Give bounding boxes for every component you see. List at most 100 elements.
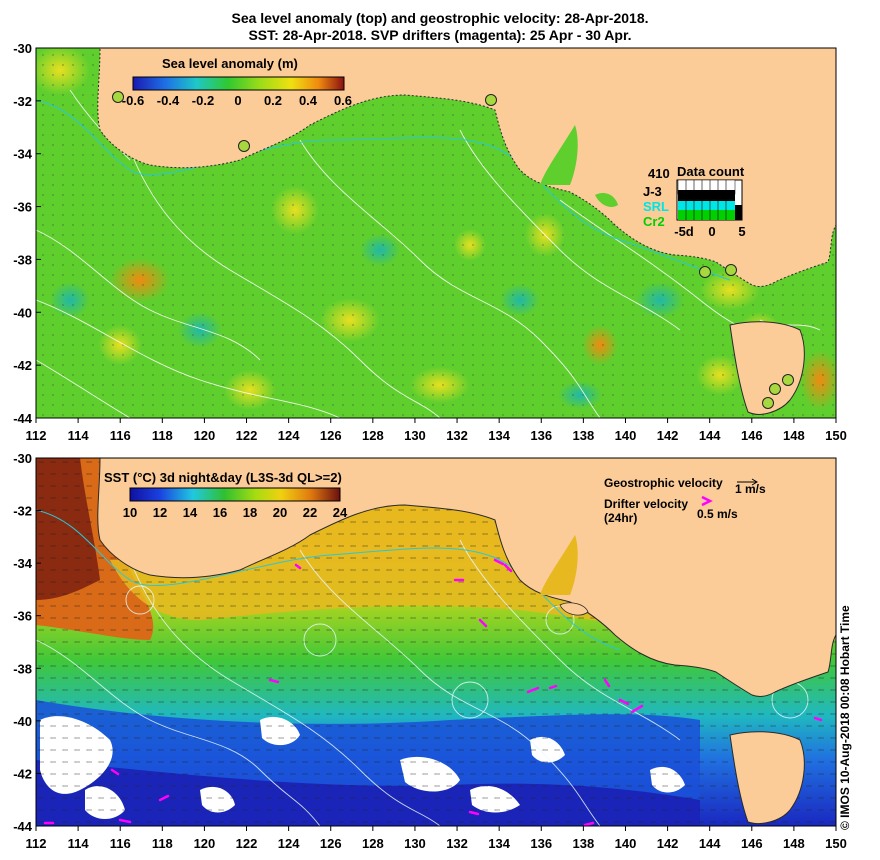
x-tick-label-top: 114 [68,428,90,443]
x-tick-label-top: 150 [825,428,847,443]
axis-labels: 112 114 116 118 120 122 124 126 128 130 132 134 136 1… [13,41,847,851]
sla-colorbar: Sea level anomaly (m) -0.6 -0.4 -0.2 0 0… [122,56,352,108]
sst-tick-0: 10 [123,505,137,520]
sst-tick-2: 14 [183,505,198,520]
sst-tick-1: 12 [153,505,167,520]
x-tick-label-top: 128 [362,428,384,443]
x-tick-label-bottom: 142 [657,836,679,851]
sst-frame [35,457,837,827]
sst-tick-6: 22 [303,505,317,520]
x-tick-label-top: 116 [110,428,131,443]
x-tick-label-bottom: 126 [320,836,342,851]
y-tick-label-top: -32 [13,94,32,109]
sst-tick-5: 20 [273,505,287,520]
spencer-gulf-sst [540,535,578,595]
y-tick-label-bottom: -36 [13,609,32,624]
y-tick-label-bottom: -32 [13,504,32,519]
sla-tick-0: -0.6 [122,93,144,108]
x-tick-label-top: 148 [783,428,805,443]
drifter-velocity-arrow-icon [701,495,713,507]
sla-colorbar-title: Sea level anomaly (m) [162,56,298,71]
geo-velocity-scale: 1 m/s [735,482,766,496]
x-tick-label-top: 112 [26,428,47,443]
data-count-inset: 410 Data count J-3 SRL Cr2 -5d 0 5 [643,164,746,239]
gulf-st-vincent [595,193,618,207]
x-tick-label-bottom: 114 [68,836,90,851]
x-tick-label-bottom: 120 [194,836,216,851]
credit-text: © IMOS 10-Aug-2018 00:08 Hobart Time [838,605,852,830]
x-tick-label-bottom: 122 [236,836,258,851]
tasmania-bottom [729,731,805,824]
mission-j3-label: J-3 [643,184,662,199]
y-tick-label-top: -30 [13,41,32,56]
sla-tick-3: 0 [234,93,241,108]
x-tick-label-bottom: 138 [573,836,595,851]
x-tick-label-top: 130 [404,428,426,443]
drifter-velocity-scale: 0.5 m/s [697,507,738,521]
y-tick-label-bottom: -40 [13,714,32,729]
data-count-title: Data count [677,164,745,179]
sla-frame [35,47,837,419]
y-tick-label-top: -40 [13,305,32,320]
sst-tick-7: 24 [333,505,348,520]
x-tick-label-top: 136 [530,428,552,443]
title-line-2: SST: 28-Apr-2018. SVP drifters (magenta)… [248,27,632,43]
geo-velocity-label: Geostrophic velocity [604,476,723,490]
x-tick-label-top: 138 [573,428,595,443]
data-count-tick-0: -5d [674,224,694,239]
y-tick-label-bottom: -38 [13,661,32,676]
x-tick-label-bottom: 116 [110,836,131,851]
y-tick-label-top: -44 [13,411,33,426]
sla-map-panel [36,48,836,418]
title-line-1: Sea level anomaly (top) and geostrophic … [231,10,649,26]
y-tick-label-bottom: -30 [13,451,32,466]
sla-tick-1: -0.4 [157,93,180,108]
velocity-legend: Geostrophic velocity 1 m/s Drifter veloc… [604,476,766,525]
x-tick-label-top: 146 [741,428,763,443]
x-tick-label-top: 132 [446,428,468,443]
x-tick-label-top: 120 [194,428,216,443]
sla-front [36,99,731,281]
x-tick-label-bottom: 150 [825,836,847,851]
sla-tick-4: 0.2 [264,93,282,108]
data-count-bars [677,179,742,220]
tasmania-top [729,321,805,415]
x-tick-label-bottom: 118 [152,836,173,851]
y-tick-label-top: -38 [13,252,32,267]
x-tick-label-bottom: 144 [699,836,721,851]
x-tick-label-bottom: 146 [741,836,763,851]
x-tick-label-bottom: 134 [488,836,510,851]
kangaroo-island [559,602,589,616]
sla-tick-6: 0.6 [334,93,352,108]
sla-tick-5: 0.4 [299,93,318,108]
x-tick-label-top: 140 [615,428,637,443]
drifter-velocity-sub: (24hr) [604,511,637,525]
x-tick-label-top: 122 [236,428,258,443]
tide-gauges [112,91,794,409]
x-tick-label-top: 142 [657,428,679,443]
x-tick-label-bottom: 128 [362,836,384,851]
y-tick-label-top: -42 [13,358,32,373]
x-tick-label-bottom: 148 [783,836,805,851]
y-tick-label-bottom: -42 [13,766,32,781]
australia-land-bottom [97,458,836,697]
x-tick-label-bottom: 132 [446,836,468,851]
data-count-tick-2: 5 [738,224,745,239]
sst-map-panel [36,458,836,826]
data-count-tick-1: 0 [708,224,715,239]
drifter-velocity-label: Drifter velocity [604,497,688,511]
y-tick-label-top: -36 [13,200,32,215]
y-tick-label-bottom: -44 [13,819,33,834]
sst-colorbar-title: SST (°C) 3d night&day (L3S-3d QL>=2) [104,470,342,485]
x-tick-label-bottom: 124 [278,836,300,851]
y-tick-label-top: -34 [13,147,33,162]
mission-cr2-label: Cr2 [643,214,665,229]
x-tick-label-bottom: 112 [26,836,47,851]
sst-contours [36,539,809,826]
x-tick-label-top: 124 [278,428,300,443]
x-tick-label-bottom: 140 [615,836,637,851]
mission-srl-label: SRL [643,199,669,214]
y-tick-label-bottom: -34 [13,556,33,571]
data-count-number: 410 [648,166,670,181]
